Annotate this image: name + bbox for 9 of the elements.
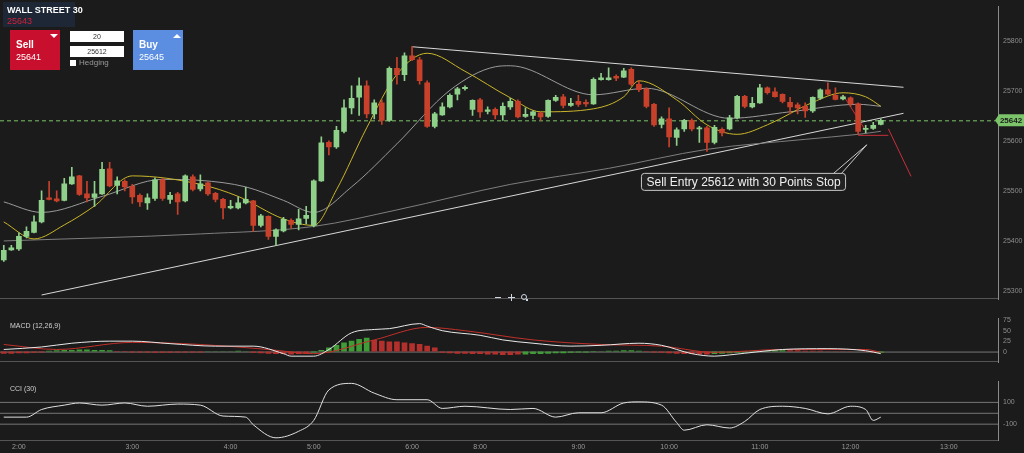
- annotation: Sell Entry 25612 with 30 Points Stop: [646, 175, 841, 190]
- annotation: Buy: [139, 39, 158, 50]
- annotation: Sell: [16, 39, 34, 50]
- annotation: 25643: [7, 16, 33, 26]
- annotation: 25641: [16, 52, 42, 62]
- ref-line-label: 25642: [999, 116, 1023, 126]
- annotation: 25645: [139, 52, 165, 62]
- text: WALL STREET 30: [7, 5, 83, 15]
- annotation: Hedging: [79, 58, 109, 67]
